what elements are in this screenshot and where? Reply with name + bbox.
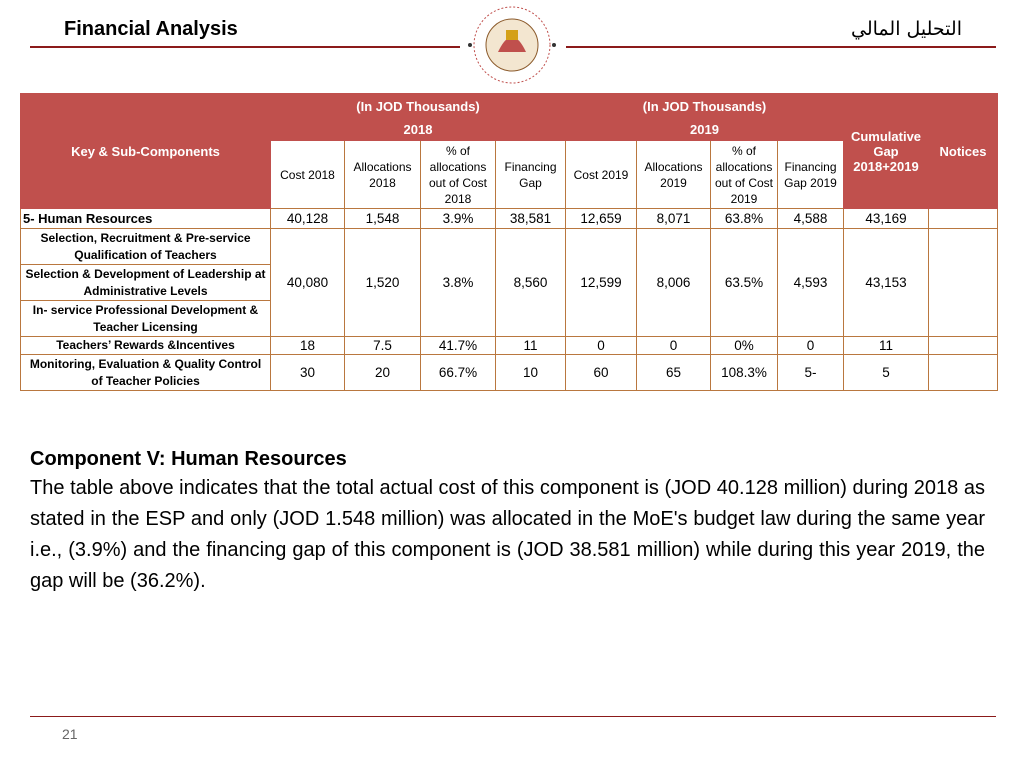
sub-header: Cost 2019 <box>565 140 637 209</box>
table-row: In- service Professional Development & T… <box>20 300 998 337</box>
sub-header: Financing Gap 2019 <box>777 140 844 209</box>
cell: 3.9% <box>420 208 496 229</box>
sub-header: Cost 2018 <box>270 140 345 209</box>
cell: 108.3% <box>710 354 778 391</box>
cell: 65 <box>636 354 711 391</box>
group-header: (In JOD Thousands) <box>565 93 844 119</box>
group-header: (In JOD Thousands) <box>270 93 566 119</box>
cell: 63.5% <box>710 228 778 337</box>
cell: 63.8% <box>710 208 778 229</box>
table-row: Selection, Recruitment & Pre-service Qua… <box>20 228 998 337</box>
table-row: Selection & Development of Leadership at… <box>20 264 998 301</box>
title-arabic: التحليل المالي <box>851 18 962 40</box>
sub-header: % of allocations out of Cost 2019 <box>710 140 778 209</box>
cell: 3.8% <box>420 228 496 337</box>
cell: 8,006 <box>636 228 711 337</box>
cell: 8,071 <box>636 208 711 229</box>
cumulative-header: Cumulative Gap 2018+2019 <box>843 93 929 209</box>
row-label: Monitoring, Evaluation & Quality Control… <box>20 354 271 391</box>
cell: 40,080 <box>270 228 345 337</box>
section-heading: Component V: Human Resources <box>30 448 347 470</box>
cell: 0% <box>710 336 778 355</box>
cell: 43,153 <box>843 228 929 337</box>
cell: 41.7% <box>420 336 496 355</box>
notice-cell <box>928 336 998 355</box>
key-header: Key & Sub-Components <box>20 93 271 209</box>
header-rule <box>30 46 460 48</box>
notice-cell <box>928 208 998 229</box>
cell: 43,169 <box>843 208 929 229</box>
cell: 0 <box>777 336 844 355</box>
title: Financial Analysis <box>64 18 238 40</box>
row-label: Selection & Development of Leadership at… <box>20 264 271 301</box>
table-row: Monitoring, Evaluation & Quality Control… <box>20 354 998 391</box>
cell: 66.7% <box>420 354 496 391</box>
cell: 1,548 <box>344 208 421 229</box>
page-number: 21 <box>62 726 78 742</box>
emblem <box>468 6 556 84</box>
sub-header: Allocations 2018 <box>344 140 421 209</box>
year-header: 2019 <box>565 118 844 141</box>
header-rule <box>566 46 996 48</box>
sub-header: Financing Gap <box>495 140 566 209</box>
table-row: 5- Human Resources 40,128 1,548 3.9% 38,581 1… <box>20 208 998 229</box>
cell: 38,581 <box>495 208 566 229</box>
table-row: Teachers’ Rewards &Incentives 18 7.5 41.7% 1… <box>20 336 998 355</box>
cell: 12,599 <box>565 228 637 337</box>
sub-header: % of allocations out of Cost 2018 <box>420 140 496 209</box>
row-label: Teachers’ Rewards &Incentives <box>20 336 271 355</box>
notice-cell <box>928 354 998 391</box>
cell: 40,128 <box>270 208 345 229</box>
cell: 10 <box>495 354 566 391</box>
cell: 1,520 <box>344 228 421 337</box>
row-label: 5- Human Resources <box>20 208 271 229</box>
section-body: The table above indicates that the total… <box>30 477 985 592</box>
notice-cell <box>928 228 998 337</box>
sub-header: Allocations 2019 <box>636 140 711 209</box>
data-table: Key & Sub-Components (In JOD Thousands) … <box>20 93 998 391</box>
cell: 30 <box>270 354 345 391</box>
cell: 20 <box>344 354 421 391</box>
cell: 0 <box>565 336 637 355</box>
cell: 12,659 <box>565 208 637 229</box>
cell: 4,588 <box>777 208 844 229</box>
cell: 18 <box>270 336 345 355</box>
cell: 5 <box>843 354 929 391</box>
footer-rule <box>30 716 996 717</box>
cell: 0 <box>636 336 711 355</box>
cell: 4,593 <box>777 228 844 337</box>
section: Component V: Human Resources The table a… <box>30 445 985 597</box>
row-label: In- service Professional Development & T… <box>20 300 271 337</box>
cell: 11 <box>495 336 566 355</box>
cell: 7.5 <box>344 336 421 355</box>
year-header: 2018 <box>270 118 566 141</box>
cell: 5- <box>777 354 844 391</box>
cell: 60 <box>565 354 637 391</box>
cell: 8,560 <box>495 228 566 337</box>
notices-header: Notices <box>928 93 998 209</box>
cell: 11 <box>843 336 929 355</box>
row-label: Selection, Recruitment & Pre-service Qua… <box>20 228 271 265</box>
